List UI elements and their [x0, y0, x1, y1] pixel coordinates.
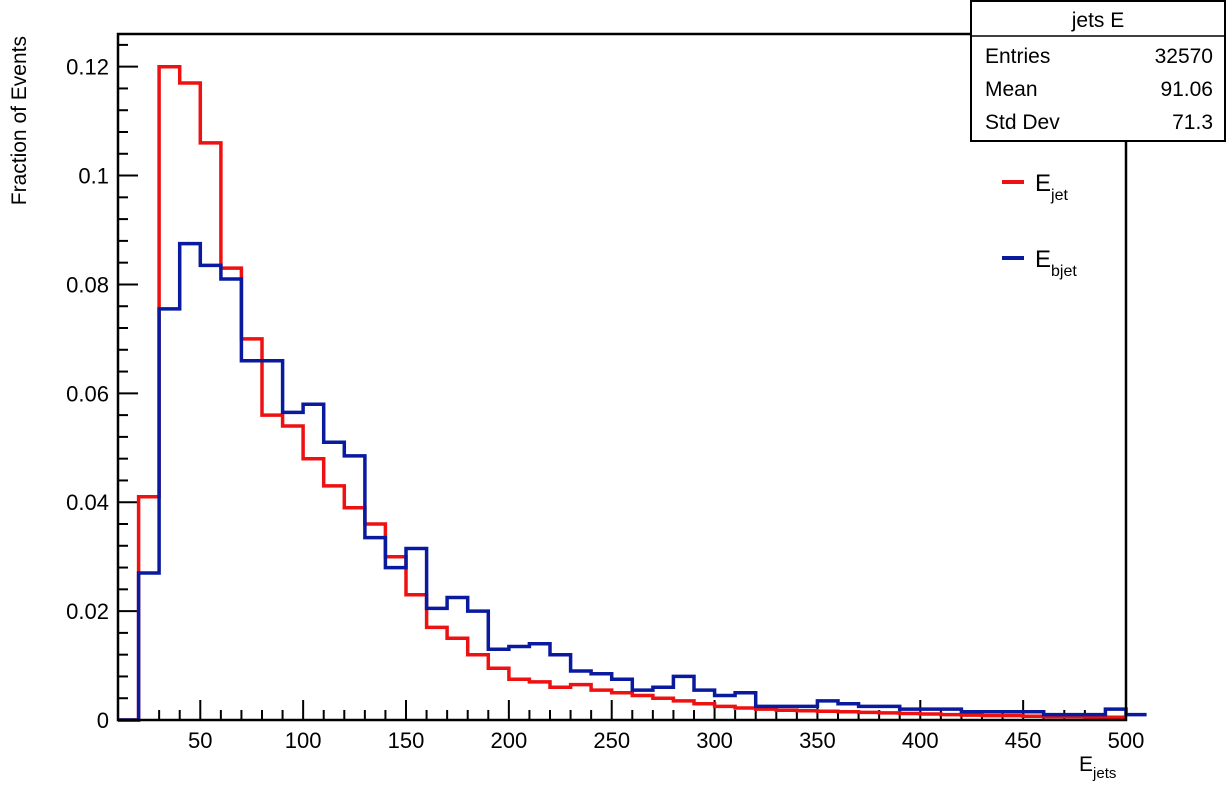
stats-entries-label: Entries — [985, 45, 1050, 68]
y-tick-label: 0.04 — [66, 490, 109, 515]
tick-labels: 50 100 150 200 250 300 350 400 450 500 0 0.02 0.04 0.… — [66, 55, 1144, 753]
stats-box-title: jets E — [1071, 9, 1125, 32]
stats-box: jets E Entries 32570 Mean 91.06 Std Dev … — [970, 0, 1226, 142]
y-tick-label: 0.08 — [66, 272, 109, 297]
stats-mean-value: 91.06 — [1160, 78, 1213, 101]
x-axis-title: Ejets — [1079, 753, 1116, 782]
y-tick-label: 0.06 — [66, 381, 109, 406]
stats-stddev-value: 71.3 — [1172, 111, 1213, 134]
histogram-series-jet — [118, 64, 1126, 722]
y-tick-label: 0 — [97, 708, 109, 733]
legend-label-bjet: Ebjet — [1035, 246, 1077, 280]
legend: Ejet Ebjet — [1002, 170, 1077, 280]
x-tick-label: 150 — [388, 728, 425, 753]
stats-stddev-label: Std Dev — [985, 111, 1060, 134]
x-tick-label: 400 — [902, 728, 939, 753]
x-tick-label: 50 — [188, 728, 212, 753]
y-tick-label: 0.1 — [78, 164, 109, 189]
legend-label-bjet-main: E — [1035, 246, 1051, 273]
x-tick-label: 450 — [1005, 728, 1042, 753]
legend-label-jet: Ejet — [1035, 170, 1068, 204]
stats-mean-label: Mean — [985, 78, 1038, 101]
x-tick-label: 100 — [285, 728, 322, 753]
stats-box-frame — [970, 0, 1226, 142]
plot-frame — [116, 32, 1128, 722]
histogram-series — [118, 64, 1147, 722]
legend-label-jet-main: E — [1035, 170, 1051, 197]
x-tick-label: 200 — [490, 728, 527, 753]
x-tick-label: 250 — [593, 728, 630, 753]
legend-label-jet-sub: jet — [1050, 187, 1068, 204]
y-tick-label: 0.02 — [66, 599, 109, 624]
x-axis-title-sub: jets — [1092, 765, 1116, 782]
x-tick-label: 300 — [696, 728, 733, 753]
histogram-series-bjet — [118, 241, 1147, 722]
x-tick-label: 500 — [1108, 728, 1145, 753]
y-axis-title: Fraction of Events — [8, 36, 31, 205]
axis-ticks — [117, 43, 1127, 721]
x-axis-title-main: E — [1079, 753, 1093, 776]
y-tick-label: 0.12 — [66, 55, 109, 80]
stats-entries-value: 32570 — [1155, 45, 1213, 68]
x-tick-label: 350 — [799, 728, 836, 753]
legend-label-bjet-sub: bjet — [1051, 263, 1077, 280]
